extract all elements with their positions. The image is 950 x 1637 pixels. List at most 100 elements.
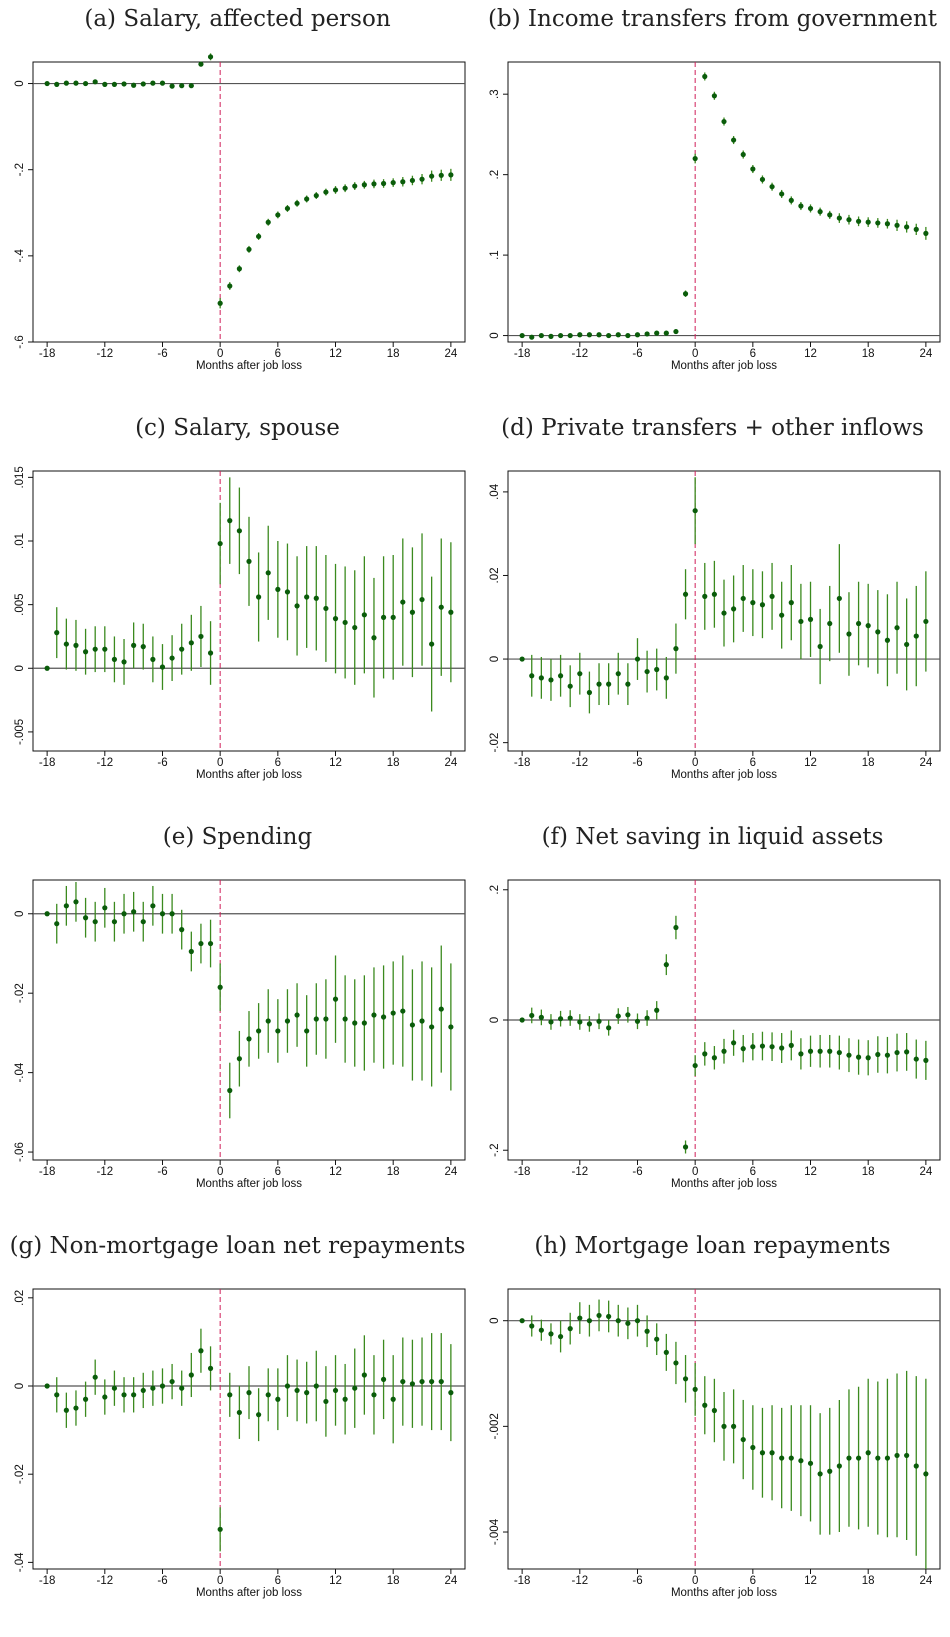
data-point xyxy=(644,1328,650,1334)
x-tick-label: -6 xyxy=(157,757,167,769)
x-tick-label: 24 xyxy=(444,348,457,360)
data-point xyxy=(54,921,60,927)
data-point xyxy=(323,1016,329,1022)
data-point xyxy=(380,180,387,187)
data-point xyxy=(836,1049,842,1056)
data-point xyxy=(332,996,339,1002)
data-point xyxy=(150,1385,156,1391)
data-point xyxy=(769,1044,775,1050)
data-point xyxy=(44,665,50,671)
data-point xyxy=(352,183,358,189)
data-point xyxy=(663,675,669,681)
data-point xyxy=(692,508,698,514)
data-point xyxy=(759,602,766,608)
data-point xyxy=(721,1423,727,1429)
data-point xyxy=(807,1460,814,1466)
data-point xyxy=(913,1056,919,1062)
data-point xyxy=(654,666,660,673)
data-point xyxy=(217,1526,223,1532)
panel-a: (a) Salary, affected person -18 -12 -6 0 6 12… xyxy=(0,0,475,409)
x-tick-label: 18 xyxy=(387,348,400,360)
data-point xyxy=(894,625,900,631)
data-point xyxy=(769,1450,775,1456)
data-point xyxy=(380,614,387,620)
data-point xyxy=(159,664,166,670)
data-point xyxy=(884,637,891,643)
data-point xyxy=(654,330,660,336)
data-point xyxy=(198,1348,204,1354)
data-point xyxy=(721,118,727,125)
data-point xyxy=(606,332,612,339)
y-tick-label: -.04 xyxy=(14,1552,26,1572)
plot-frame xyxy=(507,470,941,752)
y-tick-label: .015 xyxy=(14,466,26,488)
x-tick-label: -18 xyxy=(514,1575,531,1587)
x-tick-label: -18 xyxy=(39,348,56,360)
x-tick-label: 18 xyxy=(387,1166,400,1178)
data-point xyxy=(361,182,367,188)
panel-title: (f) Net saving in liquid assets xyxy=(541,824,884,850)
data-point xyxy=(606,681,612,687)
x-tick-label: -12 xyxy=(96,1575,113,1587)
y-tick-label: .3 xyxy=(489,89,501,99)
data-point xyxy=(227,518,233,524)
x-tick-label: 24 xyxy=(919,348,932,360)
data-point xyxy=(904,641,910,648)
data-point xyxy=(855,620,862,627)
data-point xyxy=(323,605,329,612)
data-point xyxy=(731,606,737,612)
panel-title: (b) Income transfers from government xyxy=(487,6,938,32)
data-point xyxy=(769,593,775,599)
data-point xyxy=(519,1017,525,1023)
data-point xyxy=(577,332,583,338)
x-tick-label: 12 xyxy=(804,1166,817,1178)
data-point xyxy=(634,656,641,662)
data-point xyxy=(150,656,156,662)
data-point xyxy=(577,671,583,677)
data-point xyxy=(567,683,573,689)
data-point xyxy=(779,1045,785,1051)
data-point xyxy=(409,177,416,184)
data-point xyxy=(731,1040,737,1046)
data-point xyxy=(448,1024,454,1030)
chart-f: -18 -12 -6 0 6 12 18 24 Months after job loss -.2… xyxy=(489,879,941,1190)
data-point xyxy=(875,1051,881,1058)
data-point xyxy=(913,633,919,639)
data-point xyxy=(169,655,175,661)
data-point xyxy=(179,83,185,89)
data-point xyxy=(236,1409,242,1416)
data-point xyxy=(284,1018,291,1024)
data-point xyxy=(371,1392,377,1398)
data-point xyxy=(323,189,329,195)
data-point xyxy=(140,1387,146,1394)
data-point xyxy=(429,1378,435,1385)
y-tick-label: 0 xyxy=(14,1383,26,1389)
data-point xyxy=(150,80,156,86)
data-point xyxy=(817,643,823,650)
plot-frame xyxy=(32,61,466,343)
data-point xyxy=(654,1336,660,1342)
panel-h: (h) Mortgage loan repayments -18 -12 -6 0 6 1… xyxy=(475,1227,950,1636)
data-point xyxy=(529,334,535,340)
data-point xyxy=(429,1024,435,1030)
data-point xyxy=(596,1312,602,1319)
data-point xyxy=(702,73,708,80)
data-point xyxy=(855,218,862,224)
panel-c: (c) Salary, spouse -18 -12 -6 0 6 12 18 24 Month… xyxy=(0,409,475,818)
data-point xyxy=(284,1383,291,1389)
data-point xyxy=(131,909,137,915)
data-point xyxy=(159,911,166,917)
x-tick-label: -18 xyxy=(39,1575,56,1587)
data-point xyxy=(409,609,416,615)
data-point xyxy=(692,1386,698,1392)
data-point xyxy=(817,209,823,215)
data-point xyxy=(557,1016,564,1022)
data-point xyxy=(750,600,756,606)
data-point xyxy=(586,332,593,338)
data-point xyxy=(409,1381,416,1387)
data-point xyxy=(625,332,631,339)
x-tick-label: -12 xyxy=(96,348,113,360)
data-point xyxy=(371,635,377,641)
plot-frame xyxy=(507,1288,941,1570)
data-point xyxy=(865,1450,871,1456)
